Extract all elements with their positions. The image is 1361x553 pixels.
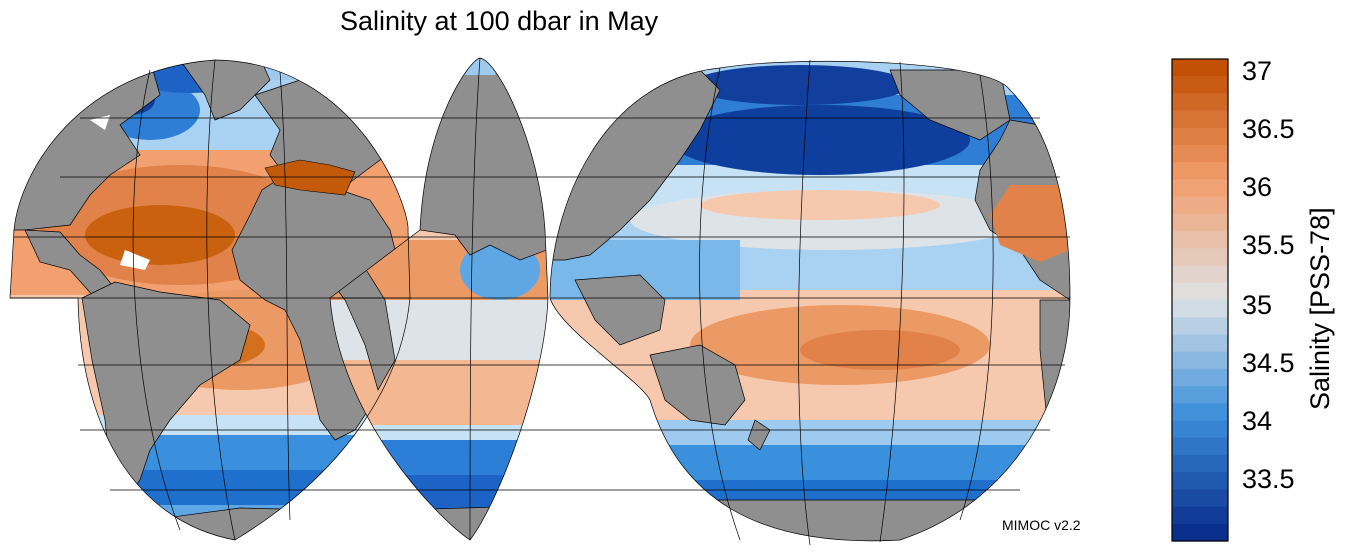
colorbar-tick-33-5: 33.5 bbox=[1242, 464, 1295, 494]
colorbar-segment bbox=[1172, 196, 1228, 215]
colorbar-segment bbox=[1172, 523, 1228, 542]
colorbar-segment bbox=[1172, 145, 1228, 163]
map-title: Salinity at 100 dbar in May bbox=[340, 6, 659, 36]
colorbar bbox=[1171, 58, 1229, 542]
colorbar-segments bbox=[1172, 59, 1228, 542]
colorbar-segment bbox=[1172, 265, 1228, 284]
colorbar-segment bbox=[1172, 127, 1228, 146]
colorbar-segment bbox=[1172, 420, 1228, 439]
colorbar-segment bbox=[1172, 403, 1228, 422]
colorbar-segment bbox=[1172, 489, 1228, 508]
colorbar-segment bbox=[1172, 179, 1228, 198]
colorbar-segment bbox=[1172, 334, 1228, 353]
salinity-map bbox=[9, 57, 1071, 546]
colorbar-tick-36-5: 36.5 bbox=[1242, 114, 1295, 144]
credit-text: MIMOC v2.2 bbox=[1002, 517, 1081, 533]
graticule bbox=[9, 57, 1071, 546]
colorbar-tick-34: 34 bbox=[1242, 406, 1273, 436]
colorbar-segment bbox=[1172, 76, 1228, 95]
colorbar-segment bbox=[1172, 162, 1228, 181]
colorbar-segment bbox=[1172, 93, 1228, 112]
colorbar-segment bbox=[1172, 248, 1228, 267]
colorbar-tick-36: 36 bbox=[1242, 172, 1273, 202]
colorbar-tick-35-5: 35.5 bbox=[1242, 230, 1295, 260]
colorbar-segment bbox=[1172, 231, 1228, 249]
colorbar-label: Salinity [PSS-78] bbox=[1305, 207, 1335, 410]
colorbar-segment bbox=[1172, 59, 1228, 77]
colorbar-segment bbox=[1172, 213, 1228, 232]
colorbar-segment bbox=[1172, 351, 1228, 370]
colorbar-segment bbox=[1172, 506, 1228, 525]
colorbar-tick-34-5: 34.5 bbox=[1242, 348, 1295, 378]
colorbar-segment bbox=[1172, 454, 1228, 473]
colorbar-segment bbox=[1172, 282, 1228, 301]
colorbar-segment bbox=[1172, 110, 1228, 129]
colorbar-segment bbox=[1172, 472, 1228, 490]
colorbar-segment bbox=[1172, 317, 1228, 336]
colorbar-segment bbox=[1172, 437, 1228, 456]
colorbar-segment bbox=[1172, 300, 1228, 318]
colorbar-segment bbox=[1172, 368, 1228, 387]
colorbar-tick-35: 35 bbox=[1242, 290, 1273, 320]
lobe-pacific bbox=[550, 61, 1070, 541]
colorbar-segment bbox=[1172, 386, 1228, 404]
colorbar-tick-37: 37 bbox=[1242, 56, 1273, 86]
